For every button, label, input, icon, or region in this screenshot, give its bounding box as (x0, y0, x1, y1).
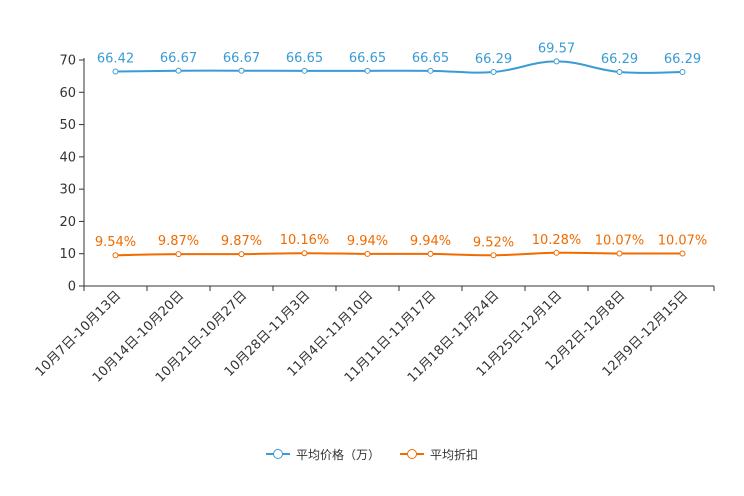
series-0-data-label: 66.29 (664, 52, 701, 67)
series-1-data-label: 10.16% (280, 233, 330, 248)
series-0-data-label: 66.67 (160, 51, 197, 66)
y-tick-label: 50 (59, 118, 76, 133)
legend-discount-swatch (400, 448, 424, 460)
series-1-point[interactable] (427, 250, 434, 257)
legend-price-label: 平均价格（万） (295, 447, 380, 462)
series-1-point[interactable] (679, 250, 686, 257)
series-0-data-label: 66.65 (412, 51, 449, 66)
series-line-1 (115, 251, 683, 257)
legend-price-swatch (265, 448, 290, 460)
series-1-data-label: 9.94% (347, 234, 388, 249)
y-tick-label: 30 (59, 183, 76, 198)
series-0-data-label: 66.42 (97, 52, 134, 67)
y-tick-label: 0 (68, 280, 76, 295)
series-1-point[interactable] (238, 251, 245, 258)
series-1-data-label: 9.87% (221, 234, 262, 249)
series-1-data-label: 10.07% (595, 233, 645, 248)
y-tick-label: 60 (59, 86, 76, 101)
y-tick-label: 40 (59, 150, 76, 165)
legend-item-price[interactable]: 平均价格（万） (265, 446, 380, 463)
series-0-data-label: 66.65 (349, 51, 386, 66)
series-1-point[interactable] (301, 250, 308, 257)
series-1-data-label: 10.28% (532, 233, 582, 248)
series-0-point[interactable] (427, 67, 434, 74)
series-1-data-label: 9.94% (410, 234, 451, 249)
line-chart: 01020304050607010月7日-10月13日10月14日-10月20日… (33, 41, 715, 386)
series-1-data-label: 9.54% (95, 235, 136, 250)
series-1-point[interactable] (490, 252, 497, 259)
series-1-data-label: 9.52% (473, 235, 514, 250)
series-line-0 (115, 60, 683, 74)
series-1-data-label: 9.87% (158, 234, 199, 249)
series-0-point[interactable] (364, 67, 371, 74)
legend: 平均价格（万） 平均折扣 (0, 444, 744, 464)
y-tick-label: 10 (59, 247, 76, 262)
series-1-data-label: 10.07% (658, 233, 708, 248)
series-0-point[interactable] (175, 67, 182, 74)
series-0-point[interactable] (679, 68, 686, 75)
legend-discount-label: 平均折扣 (430, 447, 479, 462)
series-0-data-label: 66.67 (223, 51, 260, 66)
series-0-point[interactable] (553, 58, 560, 65)
series-0-point[interactable] (112, 68, 119, 75)
series-1-point[interactable] (616, 250, 623, 257)
series-1-point[interactable] (364, 250, 371, 257)
series-0-point[interactable] (238, 67, 245, 74)
series-1-point[interactable] (553, 249, 560, 256)
series-0-point[interactable] (301, 67, 308, 74)
series-1-point[interactable] (175, 251, 182, 258)
series-0-data-label: 69.57 (538, 41, 575, 56)
series-0-data-label: 66.29 (475, 52, 512, 67)
legend-item-discount[interactable]: 平均折扣 (400, 446, 478, 463)
series-0-point[interactable] (616, 68, 623, 75)
series-0-point[interactable] (490, 68, 497, 75)
y-tick-label: 70 (59, 54, 76, 69)
series-1-point[interactable] (112, 252, 119, 259)
series-0-data-label: 66.65 (286, 51, 323, 66)
y-tick-label: 20 (59, 215, 76, 230)
series-0-data-label: 66.29 (601, 52, 638, 67)
